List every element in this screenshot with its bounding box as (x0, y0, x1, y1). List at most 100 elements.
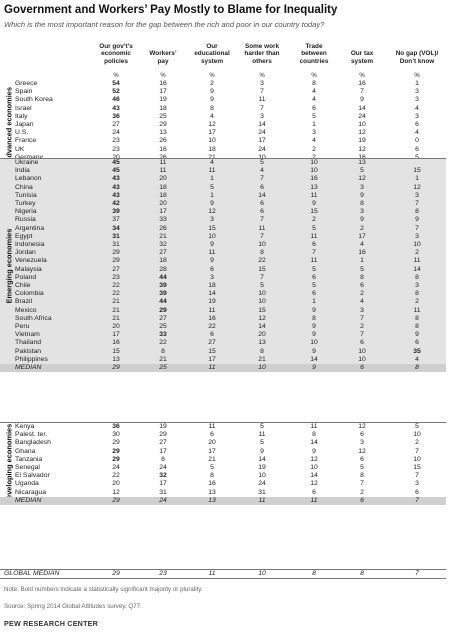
row-label: Brazil (15, 298, 32, 306)
table-cell: 6 (210, 331, 214, 339)
table-cell: 18 (208, 145, 216, 153)
brand-logo-text: PEW RESEARCH CENTER (4, 619, 99, 628)
table-cell: 11 (310, 191, 318, 199)
column-header-line: educational (194, 50, 230, 58)
table-cell: 7 (260, 104, 264, 112)
table-cell: 1 (360, 257, 364, 265)
table-cell: 17 (159, 208, 167, 216)
table-cell: 32 (159, 241, 167, 248)
table-cell: 17 (208, 447, 216, 455)
table-cell: 3 (210, 216, 214, 224)
row-label: South Korea (15, 96, 53, 104)
table-cell: 8 (161, 455, 165, 463)
table-cell: 9 (210, 241, 214, 248)
table-cell: 5 (260, 159, 264, 166)
table-cell: 52 (112, 88, 120, 96)
table-row: Tunisia 43 18 1 14 11 9 3 (0, 192, 446, 200)
row-label: Poland (15, 273, 37, 281)
table-cell: 9 (360, 191, 364, 199)
table-cell: 20 (159, 175, 167, 183)
table-cell: 10 (258, 298, 266, 306)
column-header-line: Trade (305, 43, 323, 50)
table-cell: 36 (112, 112, 120, 120)
column-header-line: Our (206, 43, 218, 50)
table-cell: 3 (415, 88, 419, 96)
section-divider (0, 158, 446, 159)
column-header: Our gov’t’s economic policies (88, 43, 144, 65)
table-cell: 10 (208, 232, 216, 240)
table-cell: 5 (312, 282, 316, 289)
table-cell: 3 (415, 232, 419, 240)
table-cell: 43 (112, 104, 120, 112)
table-cell: 9 (210, 96, 214, 104)
table-cell: 43 (112, 183, 120, 191)
table-cell: 16 (347, 154, 377, 162)
table-cell: 15 (208, 347, 216, 355)
median-row: MEDIAN 29 24 13 11 11 6 7 (0, 496, 446, 505)
table-cell: 5 (210, 183, 214, 191)
table-cell: 20 (258, 331, 266, 339)
row-label: South Africa (15, 314, 52, 322)
table-cell: 12 (310, 455, 318, 463)
section-divider (0, 422, 446, 423)
table-cell: 44 (159, 273, 167, 281)
row-label: Bangladesh (15, 439, 51, 447)
column-header: Some work harder than others (234, 43, 290, 65)
table-cell: 6 (415, 339, 419, 347)
table-cell: 1 (415, 80, 419, 87)
table-cell: 11 (258, 224, 266, 232)
table-cell: 9 (312, 200, 316, 207)
table-row: Spain 52 17 9 7 4 7 3 (0, 88, 446, 96)
table-row: Colombia 22 39 14 10 6 2 8 (0, 290, 446, 298)
table-cell: 8 (312, 570, 316, 577)
table-cell: 7 (312, 249, 316, 257)
table-cell: 14 (358, 104, 366, 112)
table-cell: 8 (415, 290, 419, 298)
table-cell: 17 (159, 480, 167, 488)
table-cell: 17 (358, 232, 366, 240)
table-cell: 10 (258, 290, 266, 298)
table-cell: 31 (159, 488, 167, 496)
table-cell: 29 (112, 249, 120, 257)
section-1 (0, 158, 446, 373)
table-cell: 17 (208, 355, 216, 363)
table-cell: 7 (360, 331, 364, 339)
column-header-line: Workers’ (149, 50, 177, 58)
table-cell: 12 (208, 121, 216, 128)
table-cell: 0 (415, 137, 419, 145)
row-label: Venezuela (15, 257, 47, 265)
table-cell: 21 (112, 298, 120, 306)
table-cell: 5 (360, 265, 364, 273)
table-cell: 5 (402, 154, 432, 162)
column-header: Our tax system (334, 50, 390, 65)
percent-symbol: % (359, 73, 365, 79)
table-cell: 39 (159, 282, 167, 289)
table-cell: 31 (258, 488, 266, 496)
table-cell: 36 (112, 423, 120, 430)
table-row: UK 23 16 18 24 2 12 6 (0, 146, 446, 154)
table-row: Peru 20 25 22 14 9 2 8 (0, 323, 446, 331)
table-cell: 6 (210, 265, 214, 273)
row-label: Vietnam (15, 331, 40, 339)
table-cell: 8 (312, 80, 316, 87)
table-cell: 8 (415, 323, 419, 330)
row-label: Jordan (15, 249, 36, 257)
table-cell: 5 (415, 423, 419, 430)
table-cell: 12 (310, 480, 318, 488)
table-cell: 33 (159, 216, 167, 224)
table-cell: 8 (415, 208, 419, 216)
table-cell: 15 (413, 464, 421, 471)
table-cell: 42 (112, 200, 120, 207)
table-cell: 25 (159, 112, 167, 120)
table-cell: 45 (112, 167, 120, 175)
column-header-line: others (252, 57, 272, 65)
table-cell: 54 (112, 80, 120, 87)
table-cell: 6 (312, 488, 316, 496)
table-cell: 8 (260, 249, 264, 257)
table-cell: 6 (312, 241, 316, 248)
table-cell: 16 (358, 80, 366, 87)
table-cell: 11 (208, 306, 216, 314)
row-label: Russia (15, 216, 36, 224)
table-cell: 22 (258, 257, 266, 265)
table-cell: 10 (258, 364, 266, 371)
